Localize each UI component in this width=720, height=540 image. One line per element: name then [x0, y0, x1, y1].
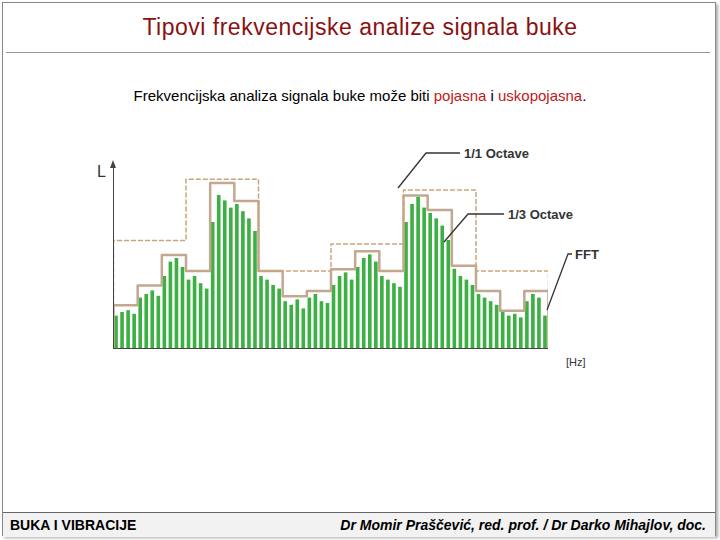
html-text:BUKA I VIBRACIJE: BUKA I VIBRACIJE [10, 517, 137, 533]
html-text:Tipovi frekvencijske analize s: Tipovi frekvencijske analize signala buk… [142, 14, 578, 40]
svg-text:[Hz]: [Hz] [566, 356, 586, 368]
svg-text:L: L [97, 163, 106, 180]
html-text:Frekvencijska analiza signala: Frekvencijska analiza signala buke može … [133, 87, 587, 104]
svg-text:FFT: FFT [575, 247, 599, 262]
svg-text:1/3 Octave: 1/3 Octave [508, 207, 573, 222]
svg-text:1/1 Octave: 1/1 Octave [464, 146, 529, 161]
html-text:Dr Momir Praščević, red. prof.: Dr Momir Praščević, red. prof. / Dr Dark… [340, 517, 706, 533]
